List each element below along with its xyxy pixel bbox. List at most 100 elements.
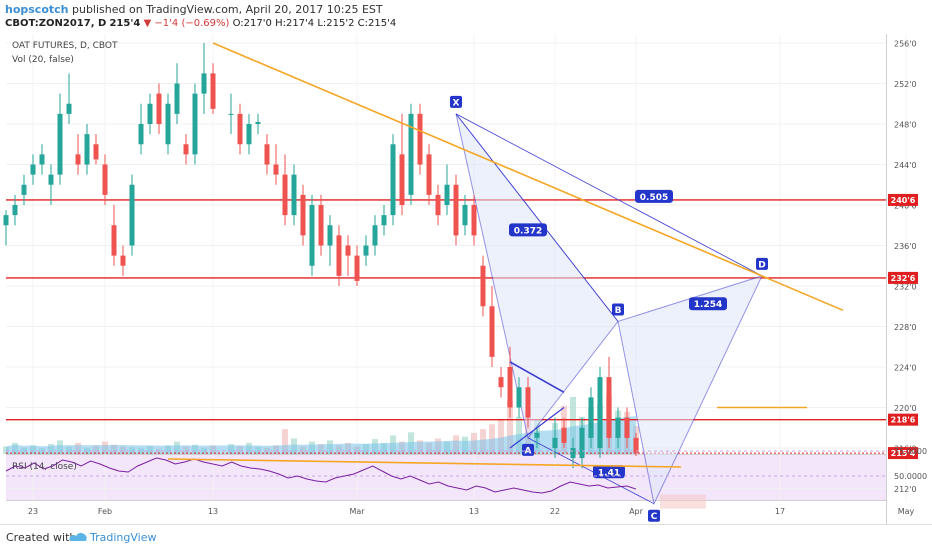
x-tick-label: Apr xyxy=(629,507,644,516)
candle-body xyxy=(480,265,486,307)
candle-body xyxy=(192,93,198,155)
candle-body xyxy=(525,387,531,418)
ohlc-line: CBOT:ZON2017, D 215'4 ▼ −1'4 (−0.69%) O:… xyxy=(5,18,396,29)
harmonic-xd-leg xyxy=(455,113,763,277)
volume-bar xyxy=(282,429,288,454)
tradingview-brand-link[interactable]: TradingView xyxy=(90,531,157,544)
y-tick-label: 244'0 xyxy=(894,161,917,170)
candle-body xyxy=(318,205,324,246)
rsi-tick-label: 75.0000 xyxy=(894,447,927,456)
y-tick-label: 240'0 xyxy=(894,202,917,211)
x-tick-label: 13 xyxy=(208,507,218,516)
candle-body xyxy=(606,377,612,438)
harmonic-xb-leg xyxy=(455,113,619,322)
candle-body xyxy=(48,174,54,185)
candle-body xyxy=(336,235,342,276)
volume-bar xyxy=(507,399,513,454)
price-level-tag xyxy=(888,413,918,426)
candle-body xyxy=(408,113,414,195)
y-tick-label: 236'0 xyxy=(894,242,917,251)
close-value: C:215'4 xyxy=(357,18,397,29)
candle-body xyxy=(39,154,45,165)
symbol-label: CBOT:ZON2017, D xyxy=(5,18,107,29)
x-tick-label: 23 xyxy=(28,507,38,516)
candle-body xyxy=(57,113,63,175)
candle-body xyxy=(147,103,153,124)
candle-body xyxy=(453,184,459,236)
price-level-tag xyxy=(888,193,918,206)
candle-body xyxy=(552,437,558,448)
candle-body xyxy=(210,73,216,109)
y-tick-label: 232'0 xyxy=(894,283,917,292)
candle-body xyxy=(534,432,540,438)
pattern-point-marker xyxy=(756,257,768,270)
candle-body xyxy=(399,154,405,205)
candle-body xyxy=(201,73,207,94)
x-tick-label: Mar xyxy=(349,507,365,516)
y-tick-label: 248'0 xyxy=(894,121,917,130)
x-tick-label: May xyxy=(898,507,915,516)
rsi-trend-line[interactable] xyxy=(167,458,682,468)
candle-body xyxy=(21,184,27,195)
candle-body xyxy=(615,417,621,438)
harmonic-ac-leg xyxy=(527,437,655,505)
candle-body xyxy=(102,164,108,195)
candle-body xyxy=(246,124,252,145)
target-zone-box xyxy=(660,494,706,509)
y-tick-label: 252'0 xyxy=(894,80,917,89)
x-tick-label: Feb xyxy=(98,507,112,516)
candle-body xyxy=(156,93,162,124)
volume-bar xyxy=(498,419,504,454)
candle-body xyxy=(183,144,189,155)
y-tick-label: 224'0 xyxy=(894,364,917,373)
low-value: L:215'2 xyxy=(317,18,355,29)
candle-body xyxy=(381,215,387,226)
pattern-point-label: X xyxy=(453,98,460,108)
price-level-label: 240'6 xyxy=(891,196,916,205)
candle-body xyxy=(84,134,90,165)
price-change: ▼ −1'4 (−0.69%) xyxy=(143,18,230,29)
price-chart[interactable]: 256'0 252'0 248'0 244'0 240'0 236'0 232'0 228'0… xyxy=(0,34,932,524)
created-with-label: Created with xyxy=(6,531,77,544)
price-level-tag xyxy=(888,271,918,284)
trend-line[interactable] xyxy=(212,42,844,312)
footer: Created with TradingView xyxy=(0,524,932,551)
candle-body xyxy=(138,124,144,145)
rsi-pane xyxy=(6,455,886,500)
candles xyxy=(3,43,639,469)
candle-body xyxy=(174,83,180,114)
main-pane xyxy=(6,34,886,454)
rsi-line xyxy=(5,457,637,494)
author-link[interactable]: hopscotch xyxy=(5,3,69,16)
rsi-tick-label: 50.0000 xyxy=(894,472,927,481)
pattern-point-label: B xyxy=(615,306,622,316)
candle-body xyxy=(426,154,432,195)
tradingview-logo-icon xyxy=(69,532,87,541)
last-price-label: 215'4 xyxy=(891,449,916,458)
candle-body xyxy=(264,144,270,165)
ratio-label: 0.505 xyxy=(640,193,668,203)
ratio-label: 1.254 xyxy=(694,300,722,310)
candle-body xyxy=(327,225,333,246)
y-tick-label: 212'0 xyxy=(894,485,917,494)
chart-header: hopscotch published on TradingView.com, … xyxy=(0,0,932,34)
candle-body xyxy=(300,194,306,236)
candle-body xyxy=(111,225,117,256)
volume-bar xyxy=(570,396,576,454)
wedge-lower-line[interactable] xyxy=(509,407,565,449)
candle-body xyxy=(3,215,9,226)
candle-body xyxy=(588,397,594,438)
candle-body xyxy=(561,427,567,443)
candle-body xyxy=(489,306,495,357)
candle-body xyxy=(435,194,441,216)
candle-body xyxy=(516,387,522,408)
candle-body xyxy=(75,154,81,165)
candle-body xyxy=(633,437,639,454)
chart-title: OAT FUTURES, D, CBOT xyxy=(12,41,118,51)
wedge-upper-line[interactable] xyxy=(509,361,565,394)
candle-body xyxy=(228,113,234,115)
ratio-label-box xyxy=(689,297,727,311)
y-tick-label: 228'0 xyxy=(894,323,917,332)
candle-body xyxy=(120,255,126,266)
y-tick-label: 256'0 xyxy=(894,40,917,49)
